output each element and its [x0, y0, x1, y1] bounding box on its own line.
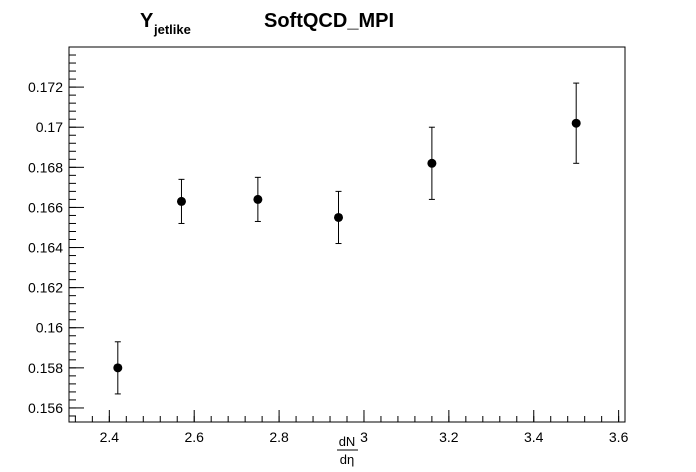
title-main: Y — [140, 10, 154, 32]
plot-frame — [68, 46, 626, 423]
plot-area: 2.4 2.6 2.8 3 3.2 3.4 3.6 0.1560.1580.160.1620… — [28, 46, 629, 445]
data-point — [427, 158, 437, 168]
x-axis-label-denominator: dη — [340, 452, 354, 467]
data-point — [176, 196, 186, 206]
x-tick-label: 2.4 — [100, 429, 120, 445]
x-tick-label: 2.6 — [184, 429, 204, 445]
data-point — [113, 363, 123, 373]
y-tick-label: 0.162 — [28, 280, 63, 296]
title-subscript: jetlike — [153, 22, 191, 37]
y-tick-label: 0.16 — [36, 320, 63, 336]
y-tick-label: 0.172 — [28, 79, 63, 95]
chart-title: Y jetlike SoftQCD_MPI — [140, 10, 394, 37]
x-axis-label-numerator: dN — [339, 434, 356, 449]
x-tick-label: 3.4 — [524, 429, 544, 445]
x-axis-ticks: 2.4 2.6 2.8 3 3.2 3.4 3.6 — [74, 410, 629, 445]
y-axis-ticks: 0.156 0.158 0.16 0.162 0.164 0.166 0.168 0.17 0.… — [28, 46, 84, 417]
x-axis-label: dN dη — [337, 434, 358, 467]
x-tick-label: 3.6 — [609, 429, 629, 445]
data-point — [334, 212, 344, 222]
y-tick-label: 0.156 — [28, 400, 63, 416]
y-tick-label: 0.17 — [36, 119, 63, 135]
title-right: SoftQCD_MPI — [264, 10, 394, 32]
x-tick-label: 3 — [360, 429, 368, 445]
y-tick-label: 0.166 — [28, 199, 63, 215]
x-tick-label: 2.8 — [269, 429, 289, 445]
y-tick-label: 0.168 — [28, 159, 63, 175]
x-tick-label: 3.2 — [439, 429, 459, 445]
y-tick-label: 0.158 — [28, 360, 63, 376]
y-tick-label: 0.164 — [28, 240, 63, 256]
data-point — [253, 194, 263, 204]
data-markers — [113, 82, 581, 395]
data-point — [571, 118, 581, 128]
